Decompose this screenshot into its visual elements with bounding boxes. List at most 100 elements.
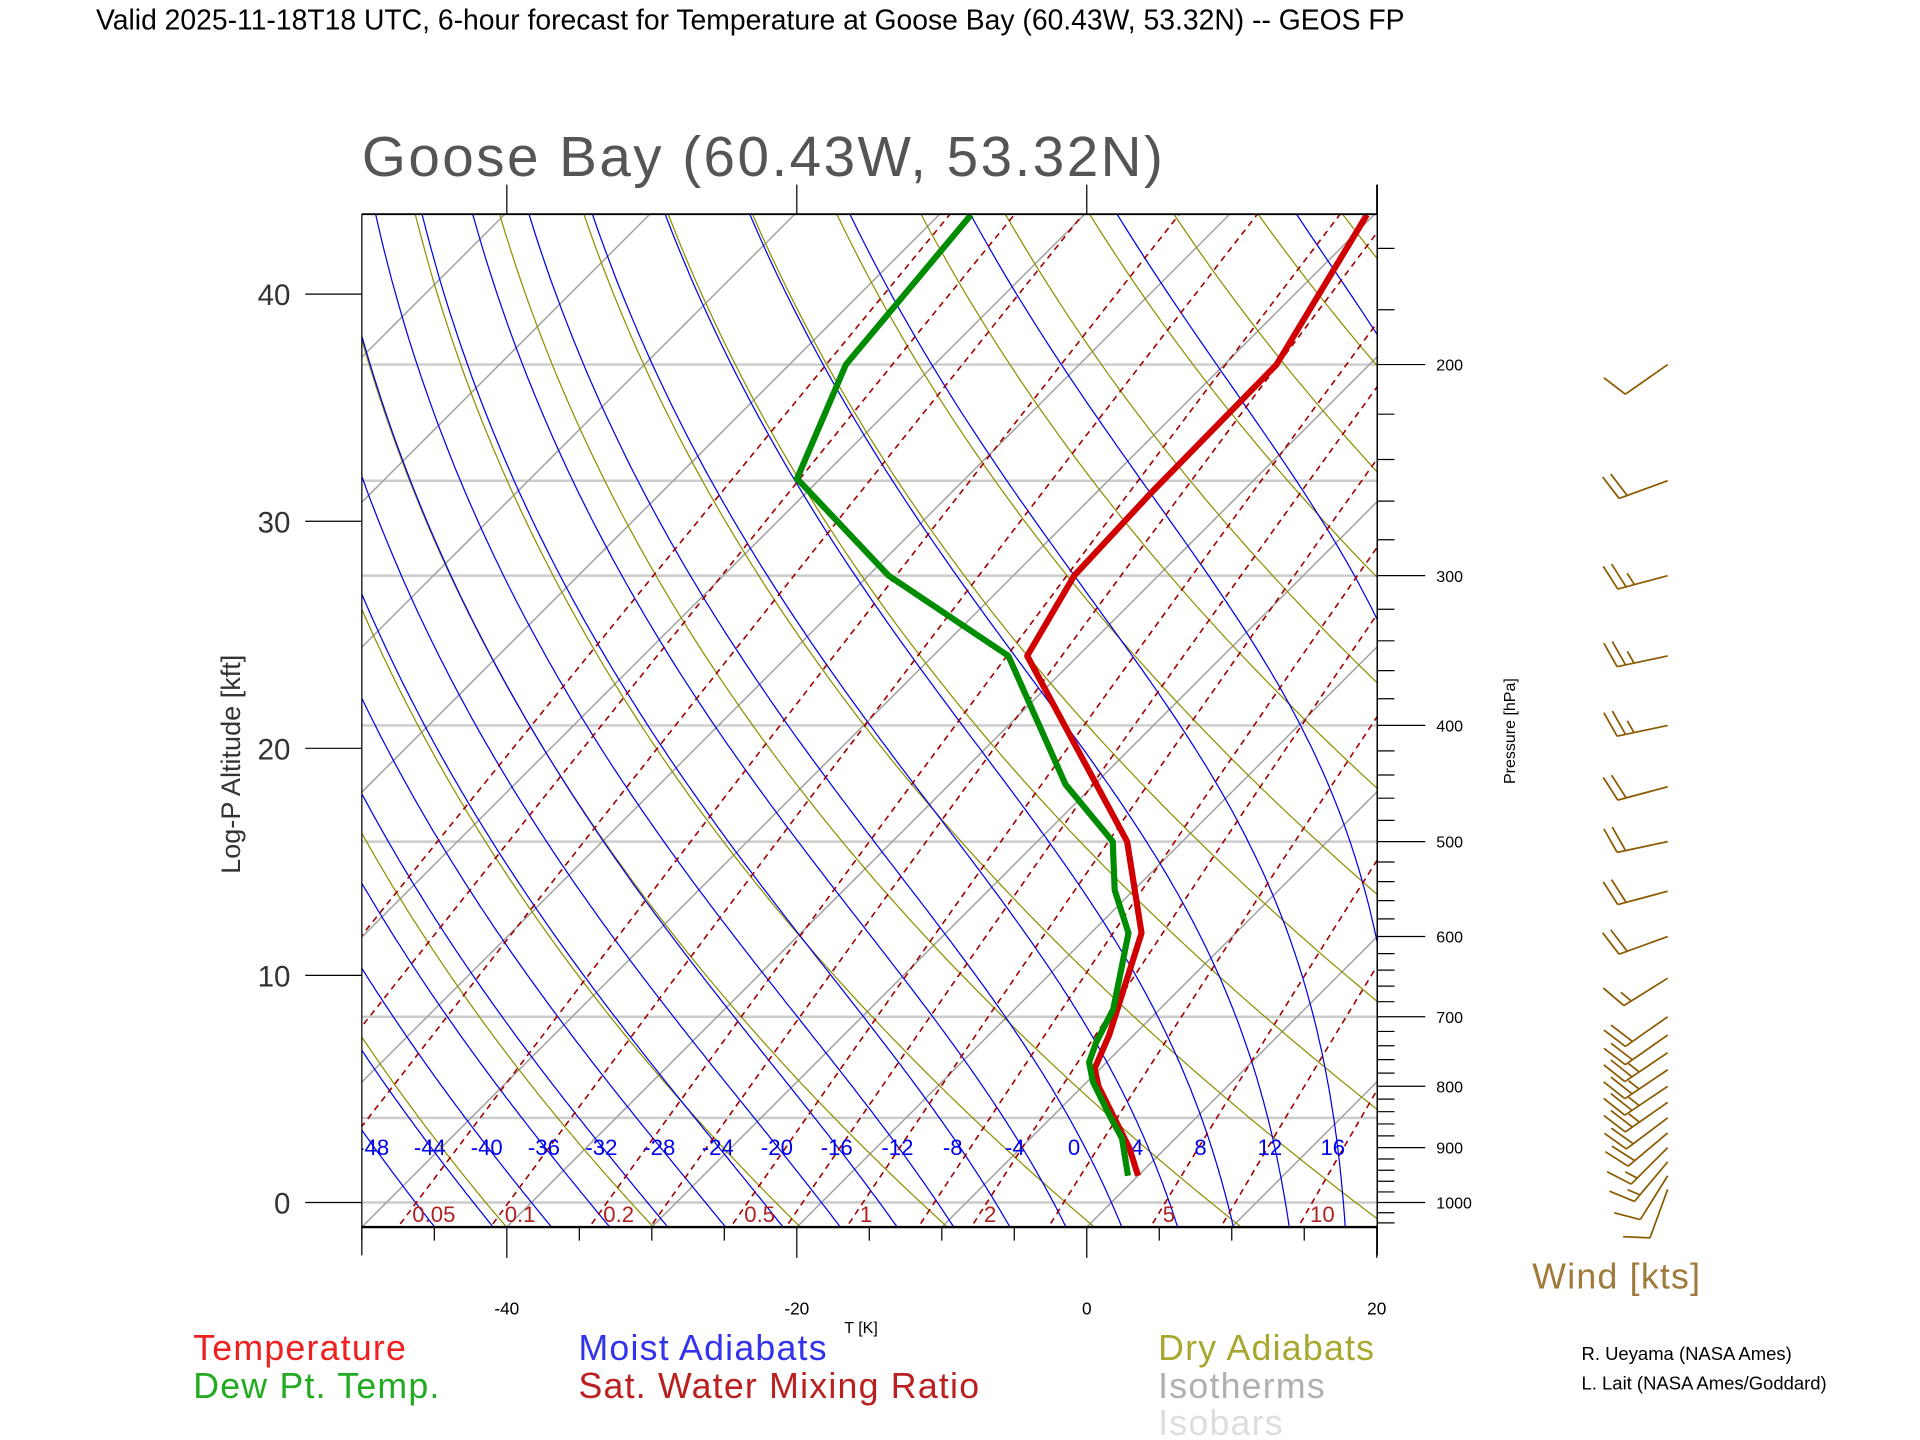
wind-barb-feather bbox=[1602, 565, 1619, 590]
mixing-ratio-line bbox=[1219, 964, 1378, 1228]
wind-barb-feather bbox=[1610, 473, 1628, 496]
wind-barb-feather bbox=[1626, 572, 1636, 586]
mixing-ratio-line bbox=[1386, 179, 1920, 1233]
wind-barb bbox=[1604, 1132, 1669, 1167]
dry-adiabat-line bbox=[361, 832, 655, 1228]
moist-adiabat-label: 16 bbox=[1320, 1135, 1345, 1160]
moist-adiabat-line bbox=[591, 214, 1179, 1228]
wind-barb-feather bbox=[1603, 712, 1618, 737]
legend-mixing-ratio: Sat. Water Mixing Ratio bbox=[578, 1366, 980, 1406]
moist-adiabat-label: 0 bbox=[1068, 1135, 1080, 1160]
wind-barb-feather bbox=[1603, 377, 1626, 395]
mixing-ratio-label: 0.2 bbox=[603, 1202, 634, 1227]
dry-adiabat-line bbox=[667, 214, 1378, 1111]
moist-adiabat-line bbox=[361, 1129, 436, 1228]
wind-barb-feather bbox=[1610, 1076, 1633, 1095]
x-axis-label: T [K] bbox=[844, 1320, 878, 1337]
pressure-tick-label: 500 bbox=[1436, 835, 1463, 852]
mixing-ratio-line bbox=[489, 214, 1259, 1228]
dry-adiabat-line bbox=[836, 214, 1378, 896]
moist-adiabat-label: -20 bbox=[761, 1135, 793, 1160]
moist-adiabat-label: -24 bbox=[702, 1135, 734, 1160]
x-tick-label: -20 bbox=[784, 1298, 809, 1318]
mixing-ratio-lines bbox=[361, 179, 1920, 1233]
wind-barb bbox=[1603, 1101, 1669, 1133]
dry-adiabat-line bbox=[0, 179, 69, 1233]
isotherm-line bbox=[1230, 1080, 1378, 1228]
wind-barb bbox=[1603, 826, 1668, 854]
wind-barb bbox=[1603, 710, 1668, 738]
moist-adiabat-line bbox=[374, 214, 955, 1228]
dry-adiabat-line bbox=[583, 214, 1378, 1220]
wind-barb bbox=[1603, 363, 1669, 395]
dry-adiabat-line bbox=[0, 179, 364, 1233]
moist-adiabat-line bbox=[849, 214, 1346, 1228]
pressure-tick-label: 300 bbox=[1436, 569, 1463, 586]
wind-barb-feather bbox=[1602, 776, 1619, 801]
legend-isotherms: Isotherms bbox=[1158, 1366, 1326, 1406]
moist-adiabat-line bbox=[1116, 214, 1378, 622]
pressure-tick-label: 700 bbox=[1436, 1010, 1463, 1027]
isotherm-line bbox=[361, 214, 506, 359]
wind-barb-feather bbox=[1611, 1145, 1636, 1162]
wind-barb-feather bbox=[1620, 991, 1632, 1002]
wind-barb-feather bbox=[1602, 932, 1620, 955]
mixing-ratio-label: 10 bbox=[1310, 1202, 1335, 1227]
wind-barb bbox=[1603, 1069, 1669, 1100]
moist-adiabat-line bbox=[361, 882, 611, 1228]
sounding-series bbox=[793, 214, 1370, 1177]
moist-adiabat-line bbox=[1295, 214, 1378, 336]
mixing-ratio-line bbox=[361, 214, 1085, 1128]
wind-barb-feather bbox=[1603, 1047, 1626, 1066]
wind-barb-feather bbox=[1603, 1064, 1626, 1083]
moist-adiabat-label: -4 bbox=[1005, 1135, 1025, 1160]
dry-adiabat-line bbox=[361, 607, 802, 1228]
mixing-ratio-line bbox=[917, 545, 1378, 1228]
mixing-ratio-label: 0.1 bbox=[505, 1202, 536, 1227]
moist-adiabat-line bbox=[528, 214, 1123, 1228]
altitude-tick-label: 30 bbox=[258, 506, 291, 539]
wind-barb bbox=[1602, 774, 1668, 801]
wind-barb-feather bbox=[1604, 1150, 1629, 1167]
credit-line-2: L. Lait (NASA Ames/Goddard) bbox=[1582, 1373, 1827, 1394]
mixing-ratio-line bbox=[845, 457, 1378, 1228]
mixing-ratio-line bbox=[1454, 179, 1920, 1233]
wind-barb bbox=[1602, 977, 1669, 1007]
isotherm-line bbox=[505, 355, 1378, 1228]
isotherm-line bbox=[940, 790, 1378, 1228]
wind-barb-feather bbox=[1610, 879, 1627, 903]
temperature-line bbox=[1024, 214, 1370, 1177]
wind-barb-feather bbox=[1610, 1024, 1633, 1043]
wind-barb bbox=[1603, 1016, 1669, 1048]
wind-barb-feather bbox=[1610, 1059, 1633, 1078]
pressure-axis-label: Pressure [hPa] bbox=[1502, 678, 1519, 784]
dry-adiabat-line bbox=[361, 337, 949, 1228]
legend-temperature: Temperature bbox=[193, 1328, 407, 1368]
legend-dry-adiabats: Dry Adiabats bbox=[1158, 1328, 1375, 1368]
axis-ticks: -40 -20 0 200102030402003004005006007008009… bbox=[258, 184, 1472, 1318]
wind-barb-staff bbox=[1649, 1188, 1669, 1239]
wind-barb-feather bbox=[1606, 1170, 1632, 1185]
wind-barb-staff bbox=[1618, 479, 1668, 500]
dry-adiabat-line bbox=[1647, 179, 1920, 1233]
moist-adiabat-label: -44 bbox=[414, 1135, 446, 1160]
wind-barb-staff bbox=[1624, 363, 1669, 395]
x-tick-label: -40 bbox=[494, 1298, 519, 1318]
y-axis-label: Log-P Altitude [kft] bbox=[215, 655, 246, 874]
mixing-ratio-line bbox=[1047, 715, 1378, 1228]
wind-barb-feather bbox=[1628, 1113, 1640, 1123]
wind-barb bbox=[1603, 1117, 1669, 1150]
credit-line-1: R. Ueyama (NASA Ames) bbox=[1582, 1343, 1792, 1364]
wind-barb bbox=[1602, 929, 1668, 956]
wind-barb-feather bbox=[1626, 650, 1635, 664]
page-title: Valid 2025-11-18T18 UTC, 6-hour forecast… bbox=[96, 4, 1405, 36]
wind-barb-feather bbox=[1623, 1235, 1651, 1239]
mixing-ratio-line bbox=[1551, 179, 1920, 1233]
moist-adiabat-label: -48 bbox=[357, 1135, 389, 1160]
plot-title: Goose Bay (60.43W, 53.32N) bbox=[362, 125, 1165, 188]
wind-barb-feather bbox=[1602, 881, 1619, 906]
mixing-ratio-label: 5 bbox=[1163, 1202, 1175, 1227]
mixing-ratio-line bbox=[588, 214, 1342, 1228]
mixing-ratio-line bbox=[1149, 858, 1378, 1228]
isotherm-line bbox=[1661, 179, 1920, 1233]
